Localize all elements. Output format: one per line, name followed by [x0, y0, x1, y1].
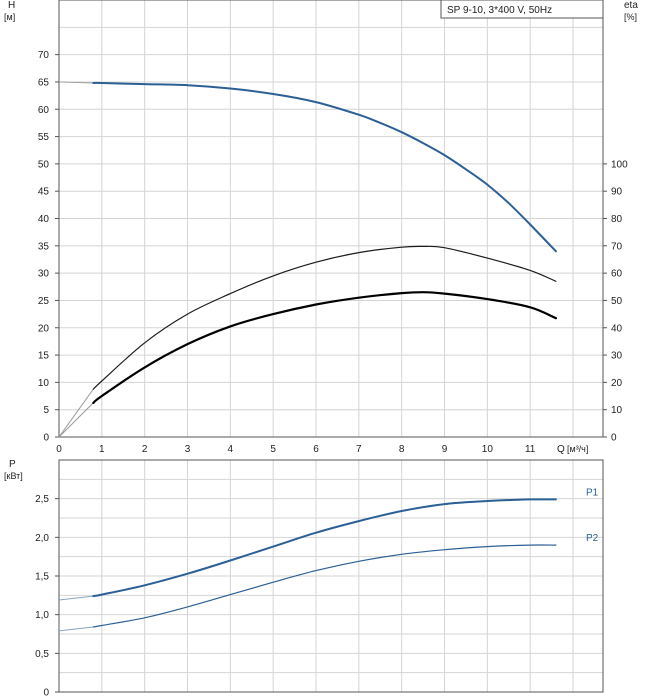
eta-tick-label: 70: [611, 241, 623, 252]
q-axis-unit: [м³/ч]: [567, 444, 588, 454]
series-label-p2: P2: [586, 533, 599, 544]
p-tick-label: 0,5: [35, 649, 49, 660]
eta-tick-label: 100: [611, 159, 628, 170]
low-flow-guide-line: [58, 595, 94, 601]
p-tick-label: 1,0: [35, 610, 49, 621]
eta-tick-label: 30: [611, 351, 623, 362]
h-tick-label: 65: [38, 77, 50, 88]
q-tick-label: 5: [270, 444, 276, 455]
eta-axis-label: eta: [624, 0, 638, 11]
q-tick-label: 4: [228, 444, 234, 455]
low-flow-guide-line: [58, 626, 94, 632]
h-tick-label: 10: [38, 378, 50, 389]
h-tick-labels: 0 5 10 15 20 25 30 35 40 45 50 55 60 65 70: [38, 50, 59, 444]
h-tick-label: 50: [38, 159, 50, 170]
p-tick-label: 1,5: [35, 572, 49, 583]
low-flow-guide-line: [58, 402, 94, 438]
h-tick-label: 70: [38, 50, 50, 61]
power-series-labels: P1 P2: [586, 487, 599, 544]
q-tick-label: 1: [99, 444, 105, 455]
q-tick-label: 0: [56, 444, 62, 455]
h-tick-label: 15: [38, 351, 50, 362]
low-flow-guide-line: [58, 388, 94, 438]
eta-axis-unit: [%]: [624, 12, 637, 22]
series-label-p1: P1: [586, 487, 599, 498]
eta-tick-label: 20: [611, 378, 623, 389]
pump-efficiency-curve: [92, 245, 557, 390]
h-tick-label: 60: [38, 105, 50, 116]
p-axis-unit: [кВт]: [4, 471, 23, 481]
eta-tick-labels: 0 10 20 30 40 50 60 70 80 90 100: [603, 159, 628, 444]
head-curve: [92, 81, 557, 253]
model-label-box: SP 9-10, 3*400 V, 50Hz: [440, 0, 604, 19]
q-tick-label: 11: [525, 444, 536, 455]
power-curve-p2: [92, 544, 557, 628]
h-tick-label: 30: [38, 269, 50, 280]
eta-tick-label: 80: [611, 214, 623, 225]
h-tick-label: 45: [38, 187, 50, 198]
q-tick-label: 7: [356, 444, 362, 455]
h-axis-label: H: [8, 0, 15, 11]
power-curve-p1: [92, 498, 557, 598]
p-tick-label: 2,0: [35, 533, 49, 544]
q-tick-label: 9: [442, 444, 448, 455]
h-tick-label: 35: [38, 241, 50, 252]
eta-tick-label: 50: [611, 296, 623, 307]
model-label-frame: [440, 0, 604, 19]
model-label: SP 9-10, 3*400 V, 50Hz: [447, 5, 552, 16]
eta-tick-label: 90: [611, 187, 623, 198]
q-tick-label: 10: [482, 444, 494, 455]
eta-tick-label: 60: [611, 269, 623, 280]
h-tick-label: 25: [38, 296, 50, 307]
h-tick-label: 20: [38, 323, 50, 334]
p-tick-label: 2,5: [35, 494, 49, 505]
eta-tick-label: 40: [611, 323, 623, 334]
p-tick-labels: 0 0,5 1,0 1,5 2,0 2,5: [35, 494, 59, 699]
top-series: [92, 81, 557, 404]
q-tick-label: 8: [399, 444, 405, 455]
h-tick-label: 5: [43, 405, 49, 416]
eta-tick-label: 10: [611, 405, 623, 416]
bottom-grid: [59, 460, 603, 692]
h-tick-label: 55: [38, 132, 50, 143]
eta-tick-label: 0: [611, 433, 617, 444]
q-tick-label: 6: [313, 444, 319, 455]
q-tick-label: 3: [185, 444, 191, 455]
low-flow-guide-line: [58, 81, 94, 84]
q-tick-labels: 0 1 2 3 4 5 6 7 8 9 10 11: [56, 444, 536, 455]
p-tick-label: 0: [43, 688, 49, 699]
low-flow-guides: [58, 81, 94, 632]
h-tick-label: 0: [43, 433, 49, 444]
h-axis-unit: [м]: [4, 12, 15, 22]
p-axis-label: P: [9, 459, 16, 470]
q-tick-label: 2: [142, 444, 148, 455]
q-axis-label: Q: [557, 444, 565, 455]
h-tick-label: 40: [38, 214, 50, 225]
bottom-series: [92, 498, 557, 628]
top-grid: [59, 0, 603, 437]
total-efficiency-curve: [92, 291, 557, 404]
